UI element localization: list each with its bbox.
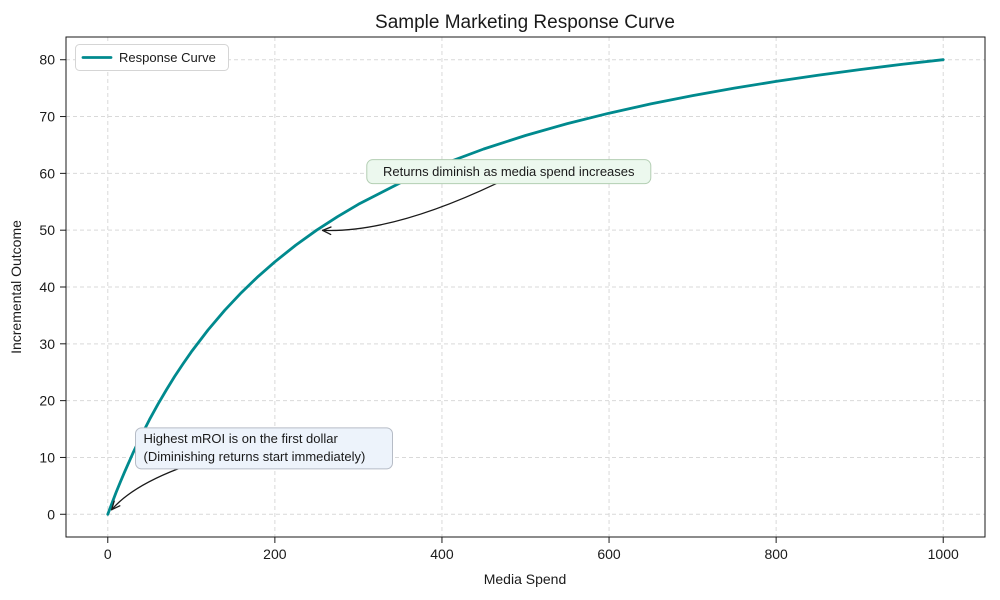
annotation-text: Highest mROI is on the first dollar [144,431,339,446]
annotation-text: (Diminishing returns start immediately) [144,449,366,464]
axis-ticks: 0 200 400 600 800 1000 0 10 20 30 40 50 60 70 80 [39,52,959,562]
annotation-arrow [321,183,497,232]
chart-title: Sample Marketing Response Curve [375,12,675,33]
annotation-diminishing-returns: Returns diminish as media spend increase… [321,159,652,236]
x-tick-label: 200 [263,546,287,562]
annotation-arrowhead [111,500,115,511]
x-tick-label: 600 [597,546,621,562]
annotation-arrowhead [111,505,121,511]
gridlines [66,37,985,537]
annotation-arrowhead [321,229,332,236]
y-tick-label: 30 [39,336,55,352]
legend-label: Response Curve [119,50,216,65]
annotation-text: Returns diminish as media spend increase… [383,164,635,179]
y-tick-label: 10 [39,449,55,465]
annotation-arrowhead [321,226,332,232]
y-axis-label: Incremental Outcome [8,220,24,354]
annotation-highest-mroi: Highest mROI is on the first dollar (Dimi… [111,427,394,511]
y-tick-label: 40 [39,279,55,295]
y-tick-label: 80 [39,52,55,68]
annotation-box [366,159,652,185]
x-axis-label: Media Spend [484,571,567,587]
x-tick-label: 0 [104,546,112,562]
y-tick-label: 0 [47,506,55,522]
annotation-arrow [111,468,179,511]
legend: Response Curve [75,44,229,71]
y-tick-label: 50 [39,222,55,238]
x-tick-label: 1000 [928,546,959,562]
annotation-box [135,427,394,470]
y-tick-label: 20 [39,393,55,409]
annotations: Returns diminish as media spend increase… [111,159,652,511]
x-tick-label: 400 [430,546,454,562]
y-tick-label: 60 [39,165,55,181]
y-tick-label: 70 [39,109,55,125]
legend-box [75,44,229,71]
x-tick-label: 800 [764,546,788,562]
